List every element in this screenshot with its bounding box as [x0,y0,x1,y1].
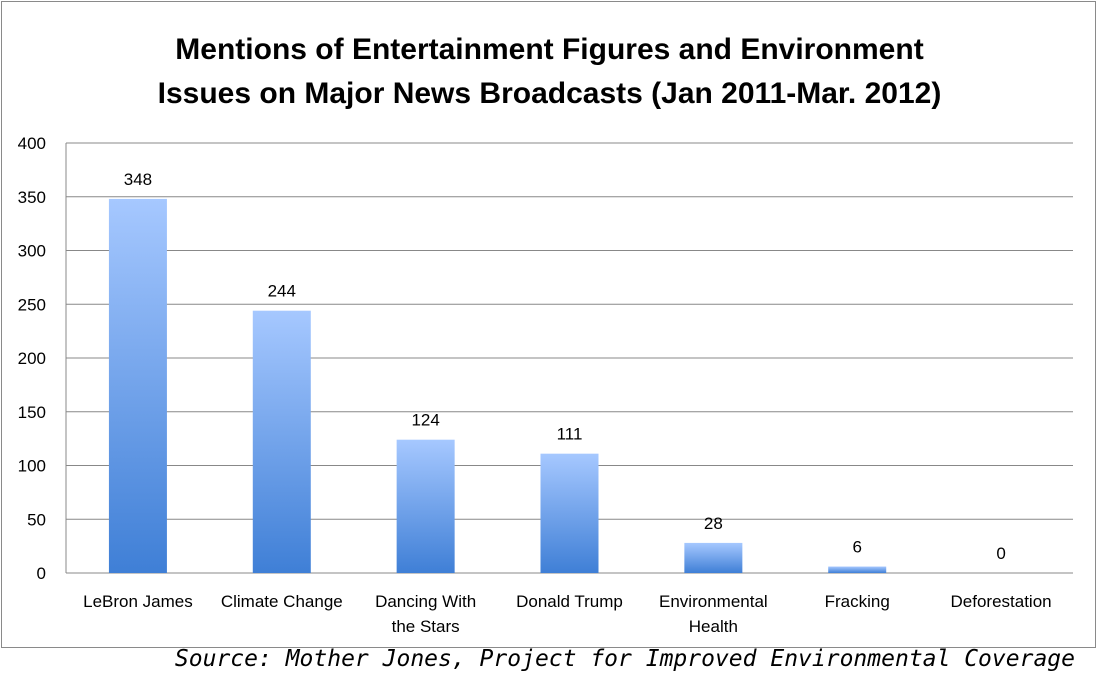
y-tick-label: 200 [18,349,46,368]
data-label: 111 [557,425,583,444]
y-tick-label: 400 [18,134,46,153]
data-label: 6 [852,538,861,557]
x-tick-label: Fracking [825,592,890,611]
y-tick-label: 350 [18,188,46,207]
x-tick-label: LeBron James [83,592,193,611]
x-tick-label: Climate Change [221,592,343,611]
bar-chart: 0 50 100 150 200 250 300 350 400 348 244 124 111 28 6… [18,134,1073,636]
data-label: 348 [124,170,152,189]
bar [684,542,743,573]
data-label: 244 [268,282,296,301]
y-tick-label: 0 [37,564,46,583]
x-tick-label: Deforestation [951,592,1052,611]
source-note: Source: Mother Jones, Project for Improv… [174,646,1075,672]
x-tick-label: Environmental Health [659,592,768,636]
y-tick-label: 300 [18,242,46,261]
data-label: 0 [996,544,1005,563]
bar [252,310,311,573]
bar [540,453,599,573]
y-tick-label: 100 [18,457,46,476]
bar [108,198,167,573]
bar [396,439,455,573]
y-axis-ticks: 0 50 100 150 200 250 300 350 400 [18,134,46,583]
data-labels: 348 244 124 111 28 6 0 [124,170,1006,563]
bars [108,198,887,573]
x-tick-label: Dancing With the Stars [375,592,476,636]
y-tick-label: 50 [27,510,46,529]
x-tick-label: Donald Trump [516,592,623,611]
chart-title-line-2: Issues on Major News Broadcasts (Jan 201… [157,77,942,110]
data-label: 124 [411,411,439,430]
bar [828,566,887,573]
y-tick-label: 150 [18,403,46,422]
chart-title: Mentions of Entertainment Figures and En… [0,28,1099,116]
x-axis-ticks: LeBron James Climate Change Dancing With th… [83,592,1052,636]
y-tick-label: 250 [18,295,46,314]
data-label: 28 [704,514,723,533]
chart-title-line-1: Mentions of Entertainment Figures and En… [175,33,924,66]
